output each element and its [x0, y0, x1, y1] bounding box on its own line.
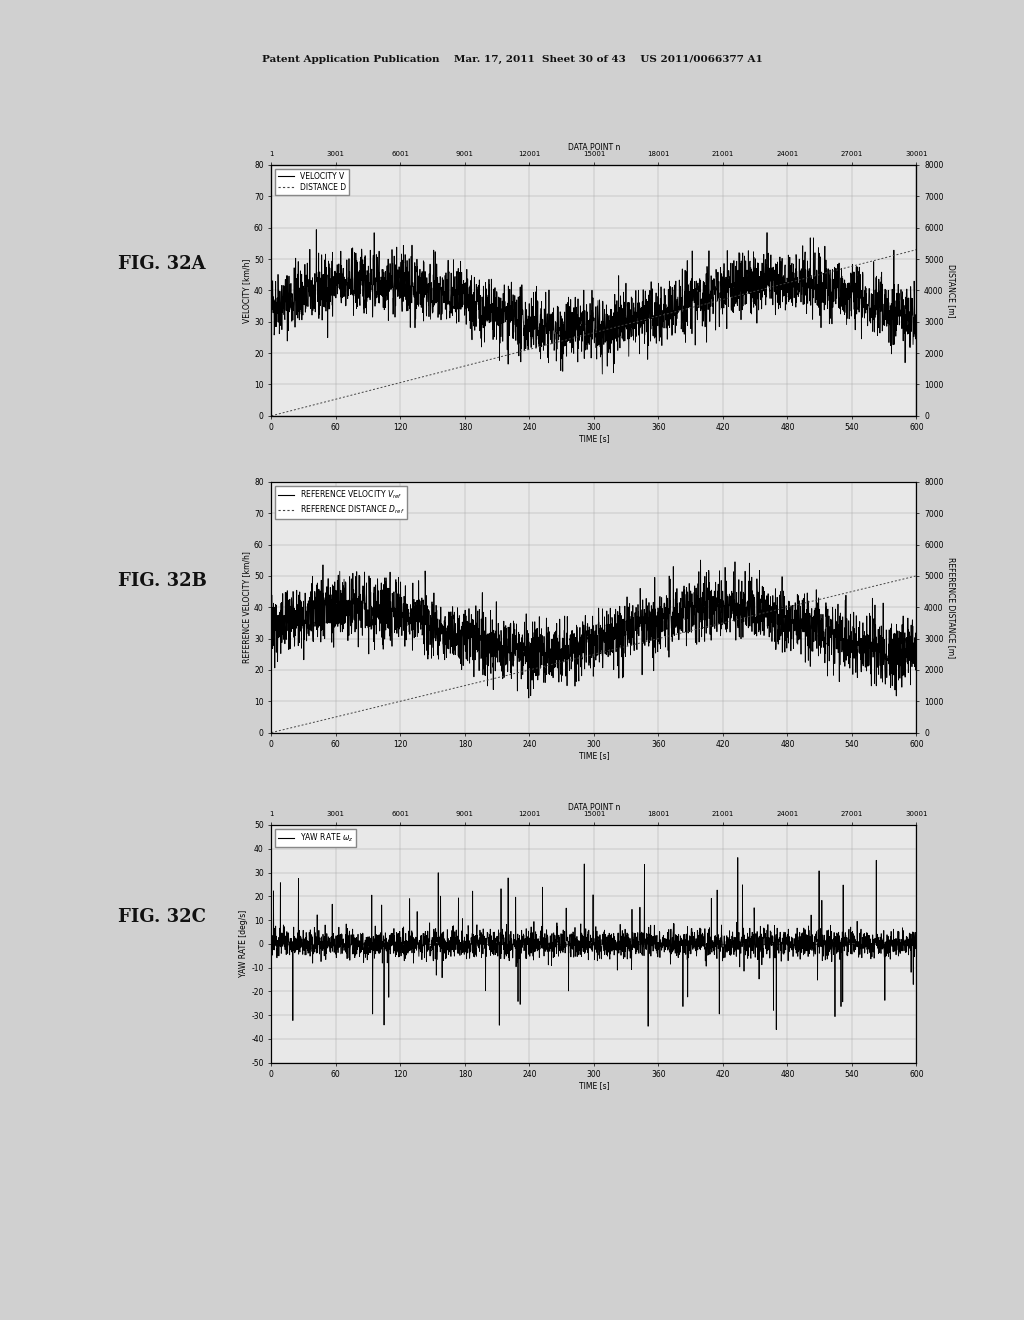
Legend: VELOCITY V, DISTANCE D: VELOCITY V, DISTANCE D	[275, 169, 349, 195]
X-axis label: DATA POINT n: DATA POINT n	[567, 143, 621, 152]
Y-axis label: VELOCITY [km/h]: VELOCITY [km/h]	[243, 259, 251, 322]
Y-axis label: REFERENCE VELOCITY [km/h]: REFERENCE VELOCITY [km/h]	[243, 552, 251, 663]
Y-axis label: REFERENCE DISTANCE [m]: REFERENCE DISTANCE [m]	[946, 557, 955, 657]
Legend: YAW RATE $\omega_z$: YAW RATE $\omega_z$	[275, 829, 356, 847]
X-axis label: TIME [s]: TIME [s]	[579, 434, 609, 442]
Y-axis label: DISTANCE [m]: DISTANCE [m]	[946, 264, 955, 317]
Text: FIG. 32B: FIG. 32B	[118, 572, 207, 590]
Y-axis label: YAW RATE [deg/s]: YAW RATE [deg/s]	[240, 911, 249, 977]
Text: Patent Application Publication    Mar. 17, 2011  Sheet 30 of 43    US 2011/00663: Patent Application Publication Mar. 17, …	[261, 55, 763, 63]
X-axis label: TIME [s]: TIME [s]	[579, 1081, 609, 1089]
X-axis label: TIME [s]: TIME [s]	[579, 751, 609, 759]
X-axis label: DATA POINT n: DATA POINT n	[567, 803, 621, 812]
Legend: REFERENCE VELOCITY $V_{ref}$, REFERENCE DISTANCE $D_{ref}$: REFERENCE VELOCITY $V_{ref}$, REFERENCE …	[275, 486, 408, 519]
Text: FIG. 32C: FIG. 32C	[118, 908, 206, 927]
Text: FIG. 32A: FIG. 32A	[118, 255, 206, 273]
